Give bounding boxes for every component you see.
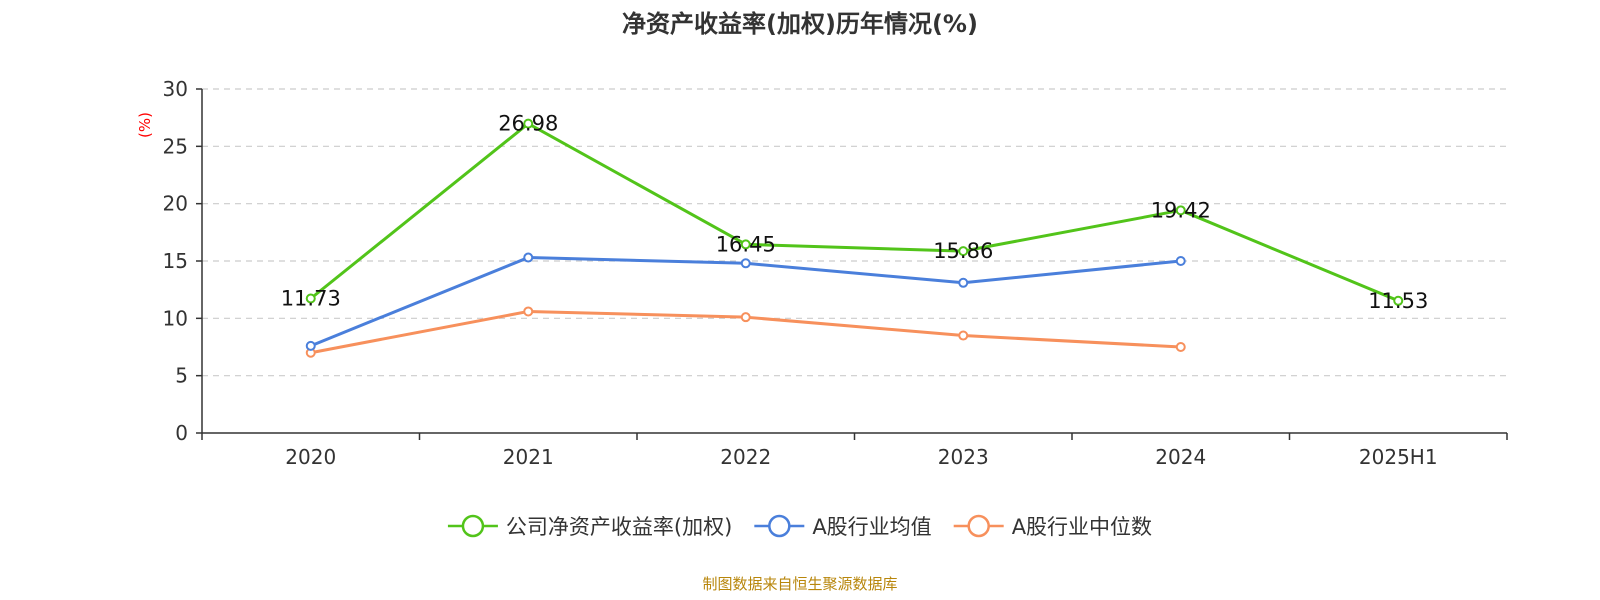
data-point[interactable] — [1175, 205, 1186, 216]
legend[interactable]: 公司净资产收益率(加权) A股行业均值 A股行业中位数 — [447, 514, 1152, 539]
legend-item[interactable]: 公司净资产收益率(加权) — [447, 514, 732, 539]
legend-item[interactable]: A股行业中位数 — [953, 514, 1152, 539]
data-point[interactable] — [740, 239, 751, 250]
y-tick-label: 10 — [163, 306, 188, 330]
x-tick-label: 2022 — [720, 445, 771, 469]
y-axis-label: (%) — [136, 112, 154, 138]
data-label: 11.73 — [281, 286, 341, 310]
axes: 0 5 10 15 20 25 30 2020 2021 2022 2023 2024 2025H1 — [163, 77, 1508, 469]
y-tick-label: 15 — [163, 249, 188, 273]
x-tick-label: 2025H1 — [1359, 445, 1438, 469]
data-point[interactable] — [958, 277, 969, 288]
legend-label: A股行业均值 — [812, 515, 931, 539]
legend-label: 公司净资产收益率(加权) — [506, 515, 732, 539]
x-tick-label: 2020 — [285, 445, 336, 469]
data-point[interactable] — [740, 312, 751, 323]
data-point[interactable] — [305, 293, 316, 304]
data-point[interactable] — [523, 306, 534, 317]
source-note: 制图数据来自恒生聚源数据库 — [702, 575, 897, 593]
series-line — [309, 122, 1399, 303]
series-lines — [305, 118, 1404, 358]
data-point[interactable] — [523, 118, 534, 129]
data-point[interactable] — [1175, 256, 1186, 266]
legend-circle-icon — [461, 514, 485, 538]
x-tick-label: 2023 — [938, 445, 989, 469]
data-point[interactable] — [958, 246, 969, 257]
data-point[interactable] — [305, 340, 316, 351]
y-tick-label: 30 — [163, 77, 188, 101]
x-tick-label: 2024 — [1155, 445, 1206, 469]
data-label: 19.42 — [1151, 198, 1211, 222]
data-point[interactable] — [958, 330, 969, 341]
chart-title: 净资产收益率(加权)历年情况(%) — [622, 10, 978, 38]
y-tick-label: 25 — [163, 134, 188, 158]
legend-item[interactable]: A股行业均值 — [754, 514, 932, 539]
legend-label: A股行业中位数 — [1012, 515, 1152, 539]
x-tick-label: 2021 — [503, 445, 554, 469]
data-label: 11.53 — [1368, 289, 1428, 313]
y-tick-label: 5 — [175, 364, 188, 388]
y-tick-label: 20 — [163, 192, 188, 216]
data-labels: 11.73 26.98 16.45 15.86 19.42 11.53 — [281, 112, 1429, 313]
grid-lines — [202, 88, 1507, 377]
data-point[interactable] — [1393, 295, 1404, 306]
data-point[interactable] — [523, 252, 534, 263]
data-label: 16.45 — [716, 232, 776, 256]
legend-circle-icon — [967, 514, 990, 538]
legend-circle-icon — [768, 514, 791, 538]
series-line — [310, 256, 1181, 348]
data-label: 15.86 — [933, 239, 993, 263]
data-point[interactable] — [740, 258, 751, 269]
y-tick-label: 0 — [175, 421, 188, 445]
data-label: 26.98 — [498, 112, 558, 136]
data-point[interactable] — [1175, 342, 1186, 352]
